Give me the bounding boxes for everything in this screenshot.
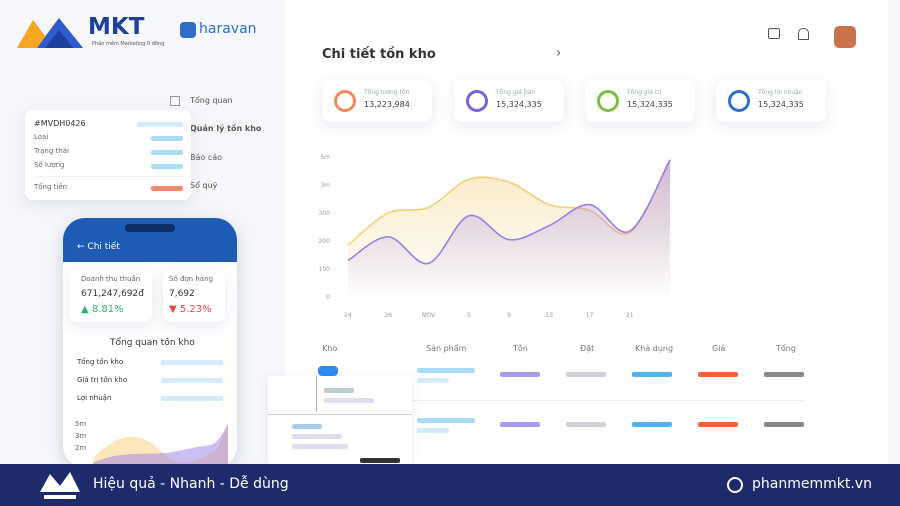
stat-card: Tổng giá bán 15,324,335 <box>454 80 564 122</box>
tagline: Phần mềm Marketing 0 đồng <box>92 41 165 47</box>
section-title: Tổng quan tồn kho <box>110 338 195 348</box>
chart: 0 100 200 300 3m 5m 24 26 NOV 5 9 13 17 21 <box>319 154 671 319</box>
x-tick-label: 13 <box>545 312 553 319</box>
table-header: Tổng <box>776 344 796 353</box>
field-label: Tổng tiền <box>34 183 68 191</box>
stat-icon <box>466 90 488 112</box>
x-tick-label: 21 <box>626 312 634 319</box>
table-header: Kho <box>322 344 338 353</box>
nav-item[interactable]: Tổng quan <box>190 96 233 105</box>
footer-logo <box>40 472 80 499</box>
stat-change: ▼ 5.23% <box>169 304 212 315</box>
doc-fragment <box>268 376 412 464</box>
stat-change: ▲ 8.81% <box>81 304 124 315</box>
chat-icon[interactable] <box>768 28 780 39</box>
stat-value: 7,692 <box>169 289 195 299</box>
field-label: Số lượng <box>34 161 65 169</box>
phone-header: ← Chi tiết <box>77 242 120 252</box>
x-tick-label: NOV <box>422 312 436 319</box>
field-label: Loại <box>34 133 49 141</box>
avatar[interactable] <box>834 26 856 48</box>
stat-card: Tổng lợi nhuận 15,324,335 <box>716 80 826 122</box>
stat-value: 15,324,335 <box>627 100 673 109</box>
y-tick-label: 300 <box>319 210 331 217</box>
table-header: Đặt <box>580 344 595 353</box>
x-tick-label: 9 <box>507 312 511 319</box>
slogan: Hiệu quả - Nhanh - Dễ dùng <box>93 476 289 492</box>
website[interactable]: phanmemmkt.vn <box>752 476 872 492</box>
stat-value: 15,324,335 <box>758 100 804 109</box>
bell-icon[interactable] <box>798 28 809 40</box>
nav-item[interactable]: Quản lý tồn kho <box>190 124 262 133</box>
y-tick-label: 100 <box>319 266 331 273</box>
x-tick-label: 5 <box>467 312 471 319</box>
partner-icon <box>180 22 196 38</box>
row-label: Giá trị tồn kho <box>77 376 128 384</box>
partner-logo: haravan <box>199 21 257 37</box>
row-label: Lợi nhuận <box>77 394 112 402</box>
nav-item[interactable]: Sổ quỹ <box>190 181 218 190</box>
stat-value: 671,247,692đ <box>81 289 144 299</box>
x-tick-label: 24 <box>344 312 352 319</box>
order-code: #MVDH0426 <box>34 119 86 128</box>
stat-label: Tổng lợi nhuận <box>758 89 803 96</box>
stat-value: 13,223,984 <box>364 100 410 109</box>
line <box>347 159 671 265</box>
mini-tick: 3m <box>75 432 87 440</box>
y-tick-label: 3m <box>320 182 330 189</box>
mini-tick: 2m <box>75 444 87 452</box>
stat-card: Tổng lượng tồn 13,223,984 <box>322 80 432 122</box>
y-tick-label: 0 <box>326 294 330 301</box>
area <box>348 159 670 297</box>
y-tick-label: 200 <box>319 238 331 245</box>
mini-chart <box>93 423 228 468</box>
phone-title: Chi tiết <box>87 242 120 252</box>
stat-value: 15,324,335 <box>496 100 542 109</box>
chevron[interactable]: › <box>556 46 562 61</box>
x-tick-label: 17 <box>586 312 594 319</box>
stat-card: Tổng giá trị 15,324,335 <box>585 80 695 122</box>
table-header: Giá <box>712 344 726 353</box>
nav-item[interactable]: Báo cáo <box>190 153 223 162</box>
logo-icon <box>17 18 83 48</box>
footer: Hiệu quả - Nhanh - Dễ dùng phanmemmkt.vn <box>0 464 900 506</box>
table-header: Khả dụng <box>635 344 674 353</box>
row-label: Tổng tồn kho <box>77 358 124 366</box>
nav-icon <box>170 96 180 106</box>
stat-icon <box>728 90 750 112</box>
stat-label: Số đơn hàng <box>169 275 213 283</box>
order-card: #MVDH0426 Loại Trạng thái Số lượng Tổng … <box>25 110 191 200</box>
stat-icon <box>334 90 356 112</box>
y-tick-label: 5m <box>320 154 330 161</box>
globe-icon <box>727 477 743 493</box>
field-label: Trạng thái <box>34 147 69 155</box>
change-value: 8.81% <box>91 304 124 315</box>
stat-icon <box>597 90 619 112</box>
stat-label: Tổng lượng tồn <box>364 89 410 96</box>
change-value: 5.23% <box>179 304 212 315</box>
table-header: Sản phẩm <box>426 344 467 353</box>
phone: ← Chi tiết Doanh thu thuần 671,247,692đ … <box>63 218 237 468</box>
logo-text: MKT <box>88 14 145 40</box>
stat-label: Tổng giá bán <box>496 89 536 96</box>
mini-tick: 5m <box>75 420 87 428</box>
stat-label: Doanh thu thuần <box>81 275 141 283</box>
stat-label: Tổng giá trị <box>627 89 662 96</box>
dashboard-title: Chi tiết tồn kho <box>322 47 436 62</box>
table-header: Tồn <box>513 344 528 353</box>
x-tick-label: 26 <box>384 312 392 319</box>
